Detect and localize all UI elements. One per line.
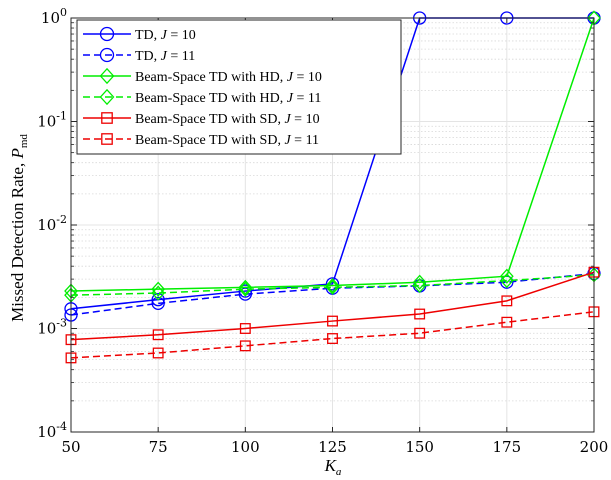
diamond-marker	[412, 274, 427, 290]
legend-entry: Beam-Space TD with SD, J = 11	[83, 133, 319, 148]
circle-marker	[238, 284, 252, 298]
series-line	[70, 17, 595, 292]
y-tick-label: 10-1	[37, 110, 67, 131]
legend-label: TD, J = 10	[135, 28, 196, 43]
circle-marker	[99, 47, 115, 63]
x-axis-title: Ka	[324, 456, 342, 478]
x-tick-label: 200	[580, 438, 609, 456]
square-marker	[501, 316, 513, 328]
square-marker	[101, 112, 113, 124]
diamond-marker	[151, 281, 166, 297]
legend: TD, J = 10 TD, J = 11 Beam-Space TD with H…	[76, 19, 402, 155]
circle-marker	[238, 287, 252, 301]
square-marker	[414, 327, 426, 339]
square-marker	[101, 133, 113, 145]
diamond-marker	[238, 279, 253, 295]
legend-entry: Beam-Space TD with HD, J = 10	[83, 67, 322, 85]
x-tick-label: 50	[61, 438, 80, 456]
circle-marker	[325, 277, 340, 291]
square-marker	[239, 323, 251, 334]
legend-entry: TD, J = 10	[83, 26, 196, 43]
y-axis-title: Missed Detection Rate, Pmd	[8, 134, 30, 322]
square-marker	[152, 347, 164, 359]
series-6	[65, 306, 600, 364]
legend-label: Beam-Space TD with SD, J = 11	[135, 133, 319, 148]
y-tick-label: 10-4	[37, 420, 67, 441]
diamond-marker	[499, 268, 514, 284]
square-marker	[327, 333, 338, 344]
x-tick-label: 75	[149, 438, 168, 456]
legend-label: Beam-Space TD with SD, J = 10	[135, 112, 320, 127]
diamond-marker	[151, 285, 166, 301]
series-line	[70, 271, 595, 341]
legend-label: TD, J = 11	[135, 49, 195, 64]
circle-marker	[151, 296, 165, 310]
y-tick-label: 10-3	[37, 317, 67, 338]
diamond-marker	[238, 281, 253, 297]
diamond-marker	[99, 88, 115, 106]
square-marker	[501, 295, 513, 307]
legend-label: Beam-Space TD with HD, J = 10	[135, 70, 322, 85]
square-marker	[327, 315, 338, 327]
x-tick-label: 150	[405, 438, 434, 456]
square-marker	[239, 340, 251, 352]
legend-entry: TD, J = 11	[83, 47, 195, 64]
series-4	[64, 267, 601, 303]
circle-marker	[151, 292, 165, 307]
square-marker	[152, 329, 164, 341]
legend-entry: Beam-Space TD with SD, J = 10	[83, 112, 320, 127]
diamond-marker	[412, 277, 427, 294]
x-tick-label: 100	[231, 438, 260, 456]
x-tick-label: 125	[318, 438, 347, 456]
legend-label: Beam-Space TD with HD, J = 11	[135, 91, 321, 106]
diamond-marker	[499, 273, 514, 289]
diamond-marker	[99, 67, 115, 85]
diamond-marker	[325, 277, 340, 294]
legend-entry: Beam-Space TD with HD, J = 11	[83, 88, 321, 106]
y-tick-label: 10-2	[37, 213, 67, 234]
ticks: 50 75 100 125 150 175 200 100 10-1 10-2 10-3 10-4	[37, 6, 608, 456]
y-tick-label: 100	[41, 6, 67, 27]
legend-box	[76, 19, 402, 155]
series-3	[64, 10, 601, 299]
square-marker	[414, 308, 426, 320]
x-tick-label: 175	[493, 438, 522, 456]
circle-marker	[99, 26, 115, 42]
diamond-marker	[325, 279, 340, 295]
